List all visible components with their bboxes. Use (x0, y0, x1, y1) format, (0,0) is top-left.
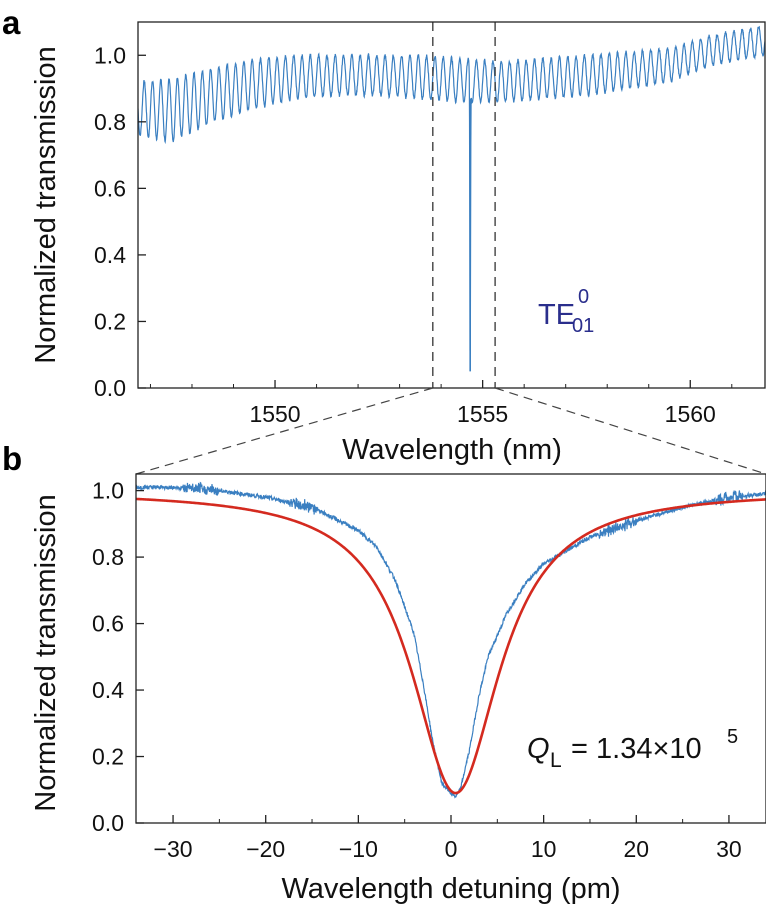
q-exponent: 5 (727, 726, 738, 748)
mode-label-superscript: 0 (578, 286, 589, 308)
panel-a-y-tick-label: 0.4 (94, 242, 126, 268)
panel-b-series-lorentzian-fit (136, 497, 766, 795)
panel-a-y-axis-label: Normalized transmission (30, 46, 62, 364)
panel-a-x-tick-label: 1550 (249, 401, 300, 427)
panel-a-y-ticks: 0.0 0.2 0.4 0.6 0.8 1.0 (94, 42, 146, 401)
panel-b-y-axis-label: Normalized transmission (30, 494, 62, 812)
panel-b-x-tick-label: 10 (531, 836, 557, 862)
panel-b-x-tick-label: 0 (445, 836, 458, 862)
panel-b-y-tick-label: 0.8 (92, 544, 124, 570)
panel-b-x-ticks: −30 −20 −10 0 10 20 30 (154, 815, 742, 862)
panel-b-y-tick-label: 0.0 (92, 810, 124, 836)
zoom-connector-left (135, 387, 433, 475)
panel-a-y-tick-label: 0.8 (94, 109, 126, 135)
panel-a-x-ticks: 1550 1555 1560 (149, 380, 733, 427)
panel-b-x-tick-label: 30 (716, 836, 742, 862)
panel-b-x-axis-label: Wavelength detuning (pm) (281, 873, 620, 905)
panel-b-x-tick-label: −10 (339, 836, 378, 862)
panel-b-x-tick-label: −30 (154, 836, 193, 862)
panel-a-y-tick-label: 0.2 (94, 308, 126, 334)
panel-a-series-measured (138, 25, 765, 354)
panel-b-y-tick-label: 0.6 (92, 611, 124, 637)
panel-b-frame (135, 473, 766, 824)
q-value: = 1.34×10 (563, 733, 702, 765)
panel-a-y-tick-label: 0.0 (94, 375, 126, 401)
zoom-connector-right (494, 387, 766, 475)
panel-a-y-tick-label: 1.0 (94, 42, 126, 68)
panel-a-frame (137, 21, 766, 389)
panel-a-range-markers (432, 22, 496, 388)
panel-label-b: b (2, 440, 22, 477)
panel-b-plot-area (136, 481, 766, 799)
panel-b-y-tick-label: 0.2 (92, 744, 124, 770)
q-symbol: Q (527, 733, 550, 765)
panel-a-x-tick-label: 1560 (665, 401, 716, 427)
panel-label-a: a (2, 4, 21, 41)
panel-b-x-tick-label: 20 (623, 836, 649, 862)
panel-b-x-tick-label: −20 (246, 836, 285, 862)
zoom-connector-lines (135, 387, 766, 475)
panel-b-y-tick-label: 1.0 (92, 478, 124, 504)
panel-b-y-ticks: 0.0 0.2 0.4 0.6 0.8 1.0 (92, 478, 144, 836)
panel-b-series-measured (136, 481, 766, 799)
panel-b-y-tick-label: 0.4 (92, 677, 124, 703)
q-factor-annotation: Q L = 1.34×10 5 (527, 726, 738, 772)
panel-a-x-axis-label: Wavelength (nm) (342, 434, 562, 466)
q-subscript: L (550, 749, 562, 772)
panel-a-y-tick-label: 0.6 (94, 175, 126, 201)
mode-label-base: TE (538, 299, 575, 331)
mode-label-te01: TE 0 01 (538, 286, 594, 337)
panel-a-x-tick-label: 1555 (457, 401, 508, 427)
panel-a-plot-area (138, 25, 765, 372)
mode-label-subscript: 01 (572, 315, 594, 337)
